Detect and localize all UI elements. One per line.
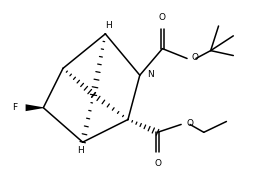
Text: N: N bbox=[147, 70, 153, 79]
Text: O: O bbox=[192, 53, 199, 62]
Text: H: H bbox=[77, 146, 84, 155]
Text: O: O bbox=[159, 13, 166, 22]
Text: O: O bbox=[154, 159, 161, 168]
Text: F: F bbox=[13, 103, 18, 112]
Text: O: O bbox=[186, 119, 193, 128]
Text: H: H bbox=[105, 22, 112, 30]
Polygon shape bbox=[26, 104, 43, 111]
